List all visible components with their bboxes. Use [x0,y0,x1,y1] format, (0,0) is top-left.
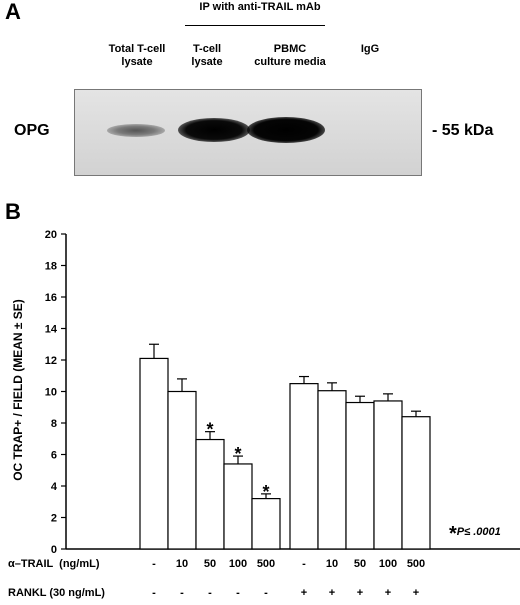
lane-label-total-tcell: Total T-cell lysate [94,43,180,69]
lane-label-line2: culture media [254,56,326,68]
y-tick-label: 10 [45,387,57,399]
panel-b-letter: B [5,199,21,224]
blot-band-tcell-lysate [178,118,250,142]
bar [345,401,375,550]
rankl-value: + [300,587,308,599]
y-tick-label: 16 [45,292,57,304]
rankl-value: + [384,587,392,599]
trail-dose-value: - [152,558,156,570]
trail-dose-value: 10 [325,558,339,570]
significance-note: *P≤ .0001 [449,522,501,546]
y-tick-label: 0 [51,544,57,556]
lane-label-tcell-lysate: T-cell lysate [176,43,238,69]
bar [139,357,169,550]
rankl-value: - [264,587,268,599]
row-label-trail: α–TRAIL (ng/mL) [8,558,100,570]
ip-header-rule [185,25,325,26]
trail-dose-value: - [302,558,306,570]
lane-label-line1: IgG [360,43,380,55]
significance-text: P≤ .0001 [456,526,501,538]
significance-marker: * [206,420,213,440]
significance-marker: * [234,444,241,464]
rankl-value: - [208,587,212,599]
opg-row-label: OPG [14,122,50,139]
y-tick-label: 2 [51,513,57,525]
trail-dose-value: 500 [256,558,276,570]
bar [251,498,281,550]
y-tick-label: 6 [51,450,57,462]
significance-marker: * [262,482,269,502]
trail-dose-value: 50 [203,558,217,570]
trail-dose-value: 100 [378,558,398,570]
trail-dose-value: 100 [228,558,248,570]
y-tick-label: 12 [45,355,57,367]
rankl-value: + [412,587,420,599]
rankl-value: + [356,587,364,599]
blot-band-total-tcell [107,124,165,137]
bar [167,390,197,550]
lane-label-line1: Total T-cell [108,43,166,55]
y-axis-label: OC TRAP+ / FIELD (MEAN ± SE) [11,299,25,481]
bar [223,463,253,550]
ip-header: IP with anti-TRAIL mAb [199,1,321,13]
y-tick-label: 8 [51,418,57,430]
blot-band-pbmc [247,117,325,143]
bar [195,438,225,550]
lane-label-line1: T-cell [192,43,222,55]
lane-label-line2: lysate [121,56,153,68]
lane-label-igg: IgG [350,43,390,56]
trail-dose-value: 10 [175,558,189,570]
y-tick-label: 4 [51,481,58,493]
lane-label-line1: PBMC [273,43,307,55]
trail-dose-value: 500 [406,558,426,570]
y-tick-label: 14 [45,324,58,336]
chart-layer: 0 2 4 6 8 10 12 14 16 18 20 * * * [45,229,520,556]
trail-dose-value: 50 [353,558,367,570]
marker-55kda: - 55 kDa [432,122,494,139]
rankl-value: + [328,587,336,599]
lane-label-pbmc: PBMC culture media [244,43,336,69]
rankl-value: - [236,587,240,599]
panel-a-letter: A [5,0,21,24]
western-blot-image [74,89,422,176]
bar [373,400,403,550]
rankl-value: - [180,587,184,599]
bar [289,383,319,550]
lane-label-line2: lysate [191,56,223,68]
bar [317,390,347,550]
significance-star: * [449,523,457,545]
row-label-rankl: RANKL (30 ng/mL) [8,587,105,599]
rankl-value: - [152,587,156,599]
bar [401,416,431,550]
y-tick-label: 20 [45,229,57,241]
y-tick-label: 18 [45,261,57,273]
